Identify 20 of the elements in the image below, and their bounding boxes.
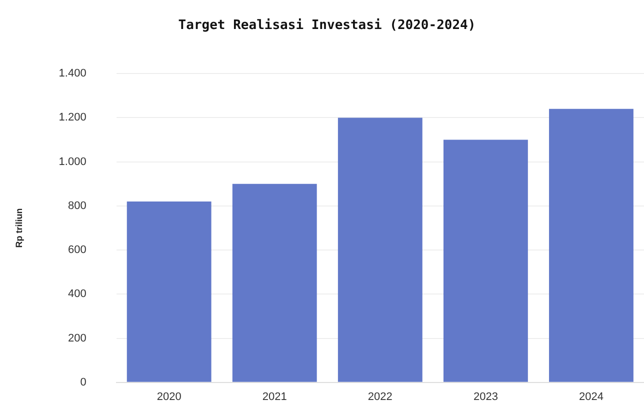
x-tick-label: 2023 — [473, 391, 498, 404]
x-tick-label: 2024 — [578, 391, 604, 404]
bar — [338, 118, 422, 382]
bar — [232, 184, 317, 382]
y-tick-label: 600 — [68, 244, 86, 256]
y-tick-label: 800 — [68, 200, 86, 212]
x-tick-label: 2021 — [262, 391, 287, 404]
bar — [549, 108, 634, 382]
y-tick-label: 1.000 — [58, 156, 86, 168]
y-tick-label: 1.400 — [58, 68, 86, 80]
x-tick-label: 2020 — [156, 391, 182, 404]
y-tick-label: 0 — [80, 376, 86, 388]
y-tick-label: 1.200 — [58, 112, 86, 124]
y-axis-title: Rp triliun — [14, 208, 24, 248]
chart-title: Target Realisasi Investasi (2020-2024) — [178, 18, 476, 34]
y-tick-label: 400 — [68, 288, 86, 300]
bar — [443, 140, 528, 382]
y-tick-label: 200 — [68, 332, 86, 344]
x-tick-label: 2022 — [368, 391, 392, 404]
bar — [126, 202, 212, 382]
